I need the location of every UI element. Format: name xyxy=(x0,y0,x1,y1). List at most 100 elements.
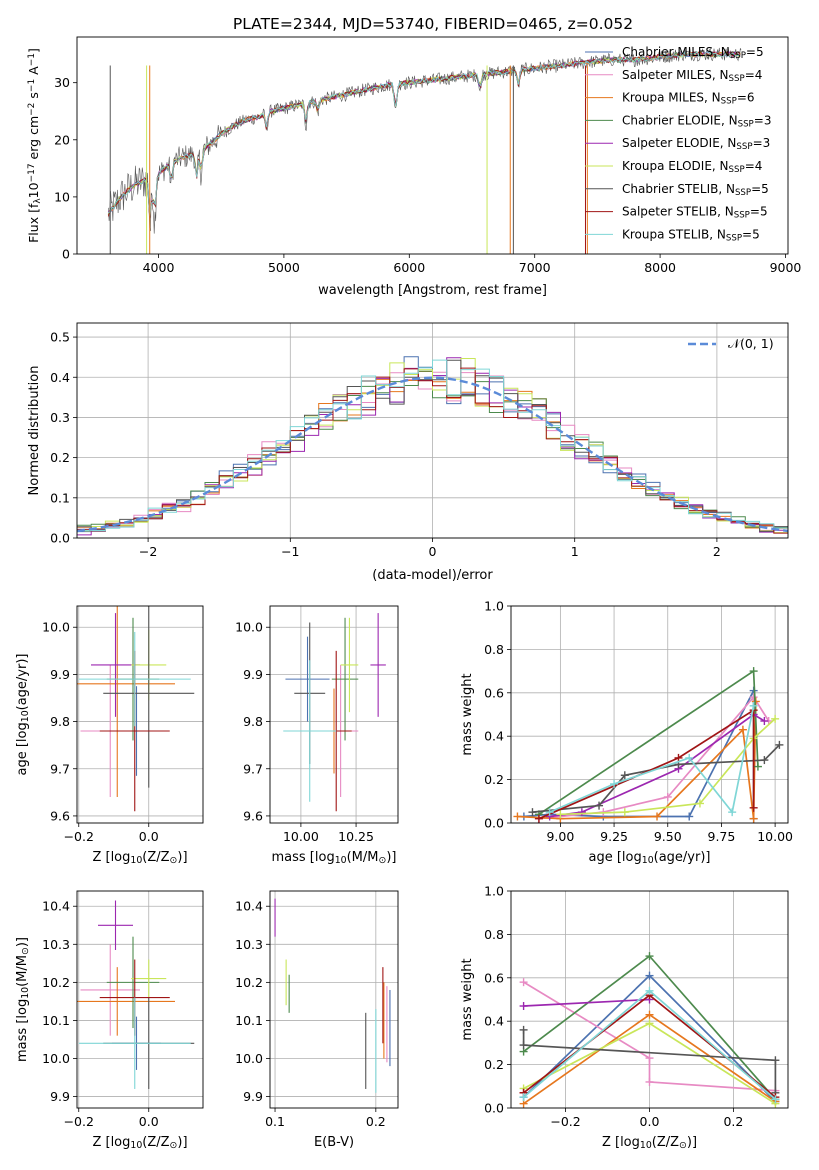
y-tick-label: 0.0 xyxy=(484,1101,504,1116)
y-tick-label: 0.2 xyxy=(484,772,504,787)
x-tick-label: −0.2 xyxy=(64,829,94,844)
y-axis-label: mass weight xyxy=(460,673,475,755)
x-tick-label: 9.25 xyxy=(600,829,628,844)
legend-label: Kroupa STELIB, NSSP=5 xyxy=(622,227,760,243)
x-axis-label: E(B-V) xyxy=(314,1135,354,1150)
y-tick-label: 0.4 xyxy=(484,1014,504,1029)
x-tick-label: 5000 xyxy=(268,260,300,275)
y-tick-label: 10.3 xyxy=(42,937,70,952)
y-tick-label: 10.2 xyxy=(235,975,263,990)
y-tick-label: 10.3 xyxy=(235,937,263,952)
legend-label: Salpeter ELODIE, NSSP=3 xyxy=(622,136,770,152)
y-axis-label: mass weight xyxy=(460,958,475,1040)
y-axis-label: Flux [fλ10−17 erg cm−2 s−1 A−1] xyxy=(26,48,43,243)
y-tick-label: 0.8 xyxy=(484,927,504,942)
legend: Chabrier MILES, NSSP=5 Salpeter MILES, NS… xyxy=(585,45,771,244)
axes-frame xyxy=(269,605,399,824)
y-tick-label: 0 xyxy=(62,247,70,262)
x-tick-label: 0.0 xyxy=(640,1114,660,1129)
x-axis-label: age [log10(age/yr)] xyxy=(589,850,711,866)
panel-age_vs_Z: −0.2 0.0 9.6 9.7 9.8 9.9 10.0 Z [log10(Z/Z⊙)] ag… xyxy=(15,605,204,866)
x-tick-label: 0 xyxy=(429,544,437,559)
x-tick-label: −1 xyxy=(281,544,299,559)
x-tick-label: 0.2 xyxy=(723,1114,743,1129)
y-tick-label: 9.7 xyxy=(243,761,263,776)
legend-label: Chabrier MILES, NSSP=5 xyxy=(622,45,764,61)
y-tick-label: 10.4 xyxy=(235,899,263,914)
x-tick-label: 2 xyxy=(713,544,721,559)
y-tick-label: 10.4 xyxy=(42,899,70,914)
legend-label: 𝒩(0, 1) xyxy=(728,336,774,351)
x-tick-label: 9.75 xyxy=(708,829,736,844)
y-tick-label: 9.6 xyxy=(243,808,263,823)
legend-label: Chabrier STELIB, NSSP=5 xyxy=(622,182,769,198)
y-tick-label: 0.0 xyxy=(50,531,70,546)
y-tick-label: 30 xyxy=(54,75,70,90)
y-tick-label: 10.2 xyxy=(42,975,70,990)
y-tick-label: 10.0 xyxy=(235,1051,263,1066)
y-axis-label: Normed distribution xyxy=(27,366,42,496)
x-tick-label: 10.00 xyxy=(757,829,793,844)
legend-label: Kroupa ELODIE, NSSP=4 xyxy=(622,159,762,175)
y-tick-label: 0.6 xyxy=(484,970,504,985)
y-tick-label: 10.0 xyxy=(42,620,70,635)
legend-label: Kroupa MILES, NSSP=6 xyxy=(622,91,755,107)
weight-line-9 xyxy=(549,705,755,815)
y-tick-label: 0.4 xyxy=(484,729,504,744)
y-tick-label: 9.9 xyxy=(243,667,263,682)
panel-weight_vs_age: 9.00 9.25 9.50 9.75 10.00 0.0 0.2 0.4 0.6 0.8 1.0 m… xyxy=(460,599,793,867)
x-tick-label: 1 xyxy=(571,544,579,559)
weight-line-2 xyxy=(523,981,776,1092)
y-tick-label: 9.9 xyxy=(243,1089,263,1104)
y-axis-label: mass [log10(M/M⊙)] xyxy=(15,937,31,1062)
x-tick-label: −0.2 xyxy=(550,1114,580,1129)
weight-line-5 xyxy=(523,998,650,1007)
axes-frame xyxy=(510,890,789,1109)
x-tick-label: 10.00 xyxy=(283,829,319,844)
y-tick-label: 0.3 xyxy=(50,410,70,425)
y-tick-label: 10.0 xyxy=(235,620,263,635)
axes-frame xyxy=(76,322,789,539)
x-tick-label: 7000 xyxy=(519,260,551,275)
axes-frame xyxy=(269,890,399,1109)
x-axis-label: Z [log10(Z/Z⊙)] xyxy=(92,850,187,866)
legend-label: Salpeter STELIB, NSSP=5 xyxy=(622,205,768,221)
weight-line-3 xyxy=(517,701,757,820)
panel-mass_vs_Z: −0.2 0.0 9.9 10.0 10.1 10.2 10.3 10.4 Z [log10(Z… xyxy=(15,890,204,1151)
plot-area xyxy=(77,356,788,538)
figure-title: PLATE=2344, MJD=53740, FIBERID=0465, z=0… xyxy=(233,15,633,33)
x-tick-label: 0.0 xyxy=(139,1114,159,1129)
x-tick-label: 10.25 xyxy=(338,829,374,844)
x-tick-label: −2 xyxy=(139,544,157,559)
y-tick-label: 9.7 xyxy=(50,761,70,776)
y-tick-label: 9.8 xyxy=(243,714,263,729)
axes-frame xyxy=(76,890,204,1109)
y-tick-label: 20 xyxy=(54,132,70,147)
y-tick-label: 0.6 xyxy=(484,685,504,700)
plot-area xyxy=(274,898,391,1093)
x-tick-label: 0.2 xyxy=(366,1114,386,1129)
axes-frame xyxy=(76,36,789,255)
y-tick-label: 0.2 xyxy=(50,450,70,465)
y-tick-label: 0.4 xyxy=(50,370,70,385)
plot-area xyxy=(107,47,742,254)
plot-area xyxy=(77,606,195,812)
y-tick-label: 0.1 xyxy=(50,490,70,505)
y-tick-label: 9.9 xyxy=(50,667,70,682)
x-tick-label: 0.0 xyxy=(139,829,159,844)
plot-area xyxy=(519,952,780,1108)
panel-mass_vs_ebv: 0.1 0.2 9.9 10.0 10.1 10.2 10.3 10.4 E(B-V) xyxy=(235,890,399,1150)
x-tick-label: 8000 xyxy=(644,260,676,275)
panel-spectrum: 4000 5000 6000 7000 8000 9000 0 10 20 30 wavelengt… xyxy=(26,36,802,298)
normal-curve xyxy=(77,376,788,533)
y-tick-label: 10.1 xyxy=(235,1013,263,1028)
histogram-8 xyxy=(77,367,788,538)
y-tick-label: 10 xyxy=(54,189,70,204)
x-tick-label: 9.00 xyxy=(546,829,574,844)
weight-line-8 xyxy=(538,708,755,820)
x-tick-label: 9000 xyxy=(770,260,802,275)
spectrum-model-9 xyxy=(108,50,741,217)
x-axis-label: (data-model)/error xyxy=(372,568,493,583)
y-tick-label: 0.8 xyxy=(484,642,504,657)
